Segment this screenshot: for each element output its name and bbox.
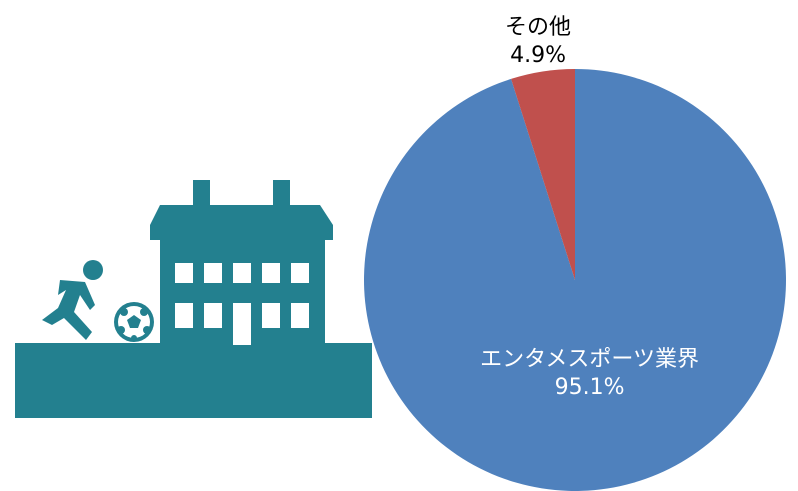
pie-slice [511,69,575,280]
pie-slice [364,69,786,491]
illustration [15,180,372,418]
slice-label: その他 [505,15,571,40]
slice-label: エンタメスポーツ業界 [480,347,699,372]
slice-value: 95.1% [555,375,625,400]
slice-value: 4.9% [510,43,566,68]
